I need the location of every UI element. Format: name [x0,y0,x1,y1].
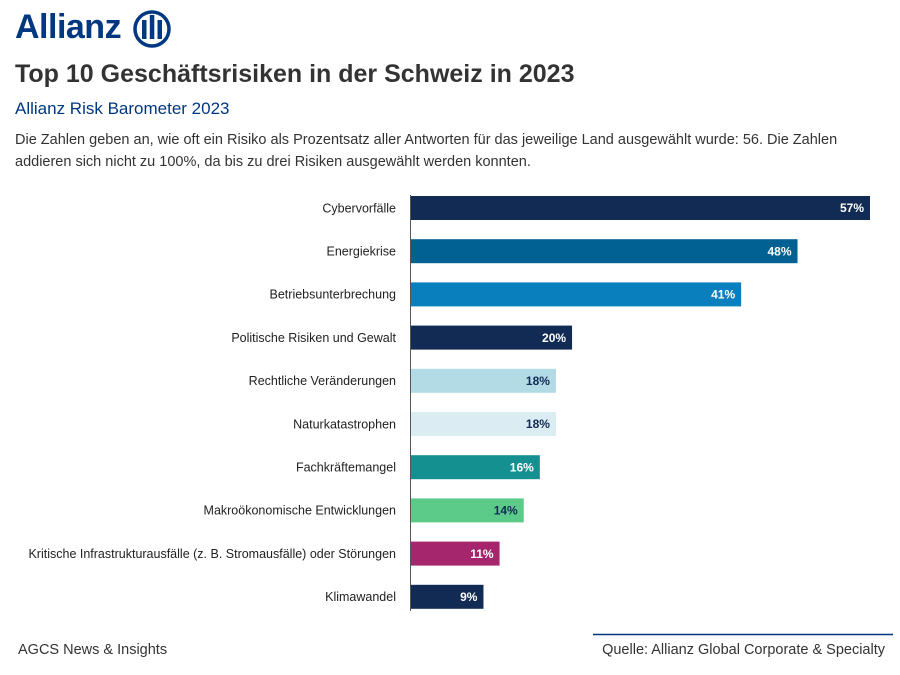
bar [411,239,798,264]
footer-left: AGCS News & Insights [18,642,168,658]
bar [411,282,742,307]
logo: Allianz [15,8,122,46]
value-label: 18% [526,417,550,431]
bar [411,455,540,480]
category-label: Betriebsunterbrechung [270,288,397,302]
value-label: 9% [460,590,478,604]
bar [411,541,500,566]
chart-subtitle: Allianz Risk Barometer 2023 [15,99,230,118]
value-label: 57% [840,201,864,215]
logo-icon [133,10,171,48]
category-label: Energiekrise [327,244,397,258]
category-label: Kritische Infrastrukturausfälle (z. B. S… [28,547,396,561]
bar [411,196,870,220]
bar [411,325,573,350]
bar [411,498,524,523]
value-label: 48% [767,244,791,258]
bar [411,584,484,609]
source: Quelle: Allianz Global Corporate & Speci… [602,642,885,658]
value-label: 16% [510,460,534,474]
category-label: Rechtliche Veränderungen [249,374,396,388]
value-label: 14% [494,504,518,518]
category-label: Fachkräftemangel [296,460,396,474]
category-label: Politische Risiken und Gewalt [231,331,396,345]
bar [411,368,556,393]
category-label: Klimawandel [325,590,396,604]
category-label: Cybervorfälle [322,201,396,215]
category-label: Naturkatastrophen [293,417,396,431]
value-label: 41% [711,288,735,302]
description: Die Zahlen geben an, wie oft ein Risiko … [15,132,838,170]
chart-title: Top 10 Geschäftsrisiken in der Schweiz i… [15,60,575,88]
bar [411,412,556,436]
value-label: 11% [470,547,494,561]
value-label: 18% [526,374,550,388]
category-label: Makroökonomische Entwicklungen [204,504,397,518]
value-label: 20% [542,331,566,345]
